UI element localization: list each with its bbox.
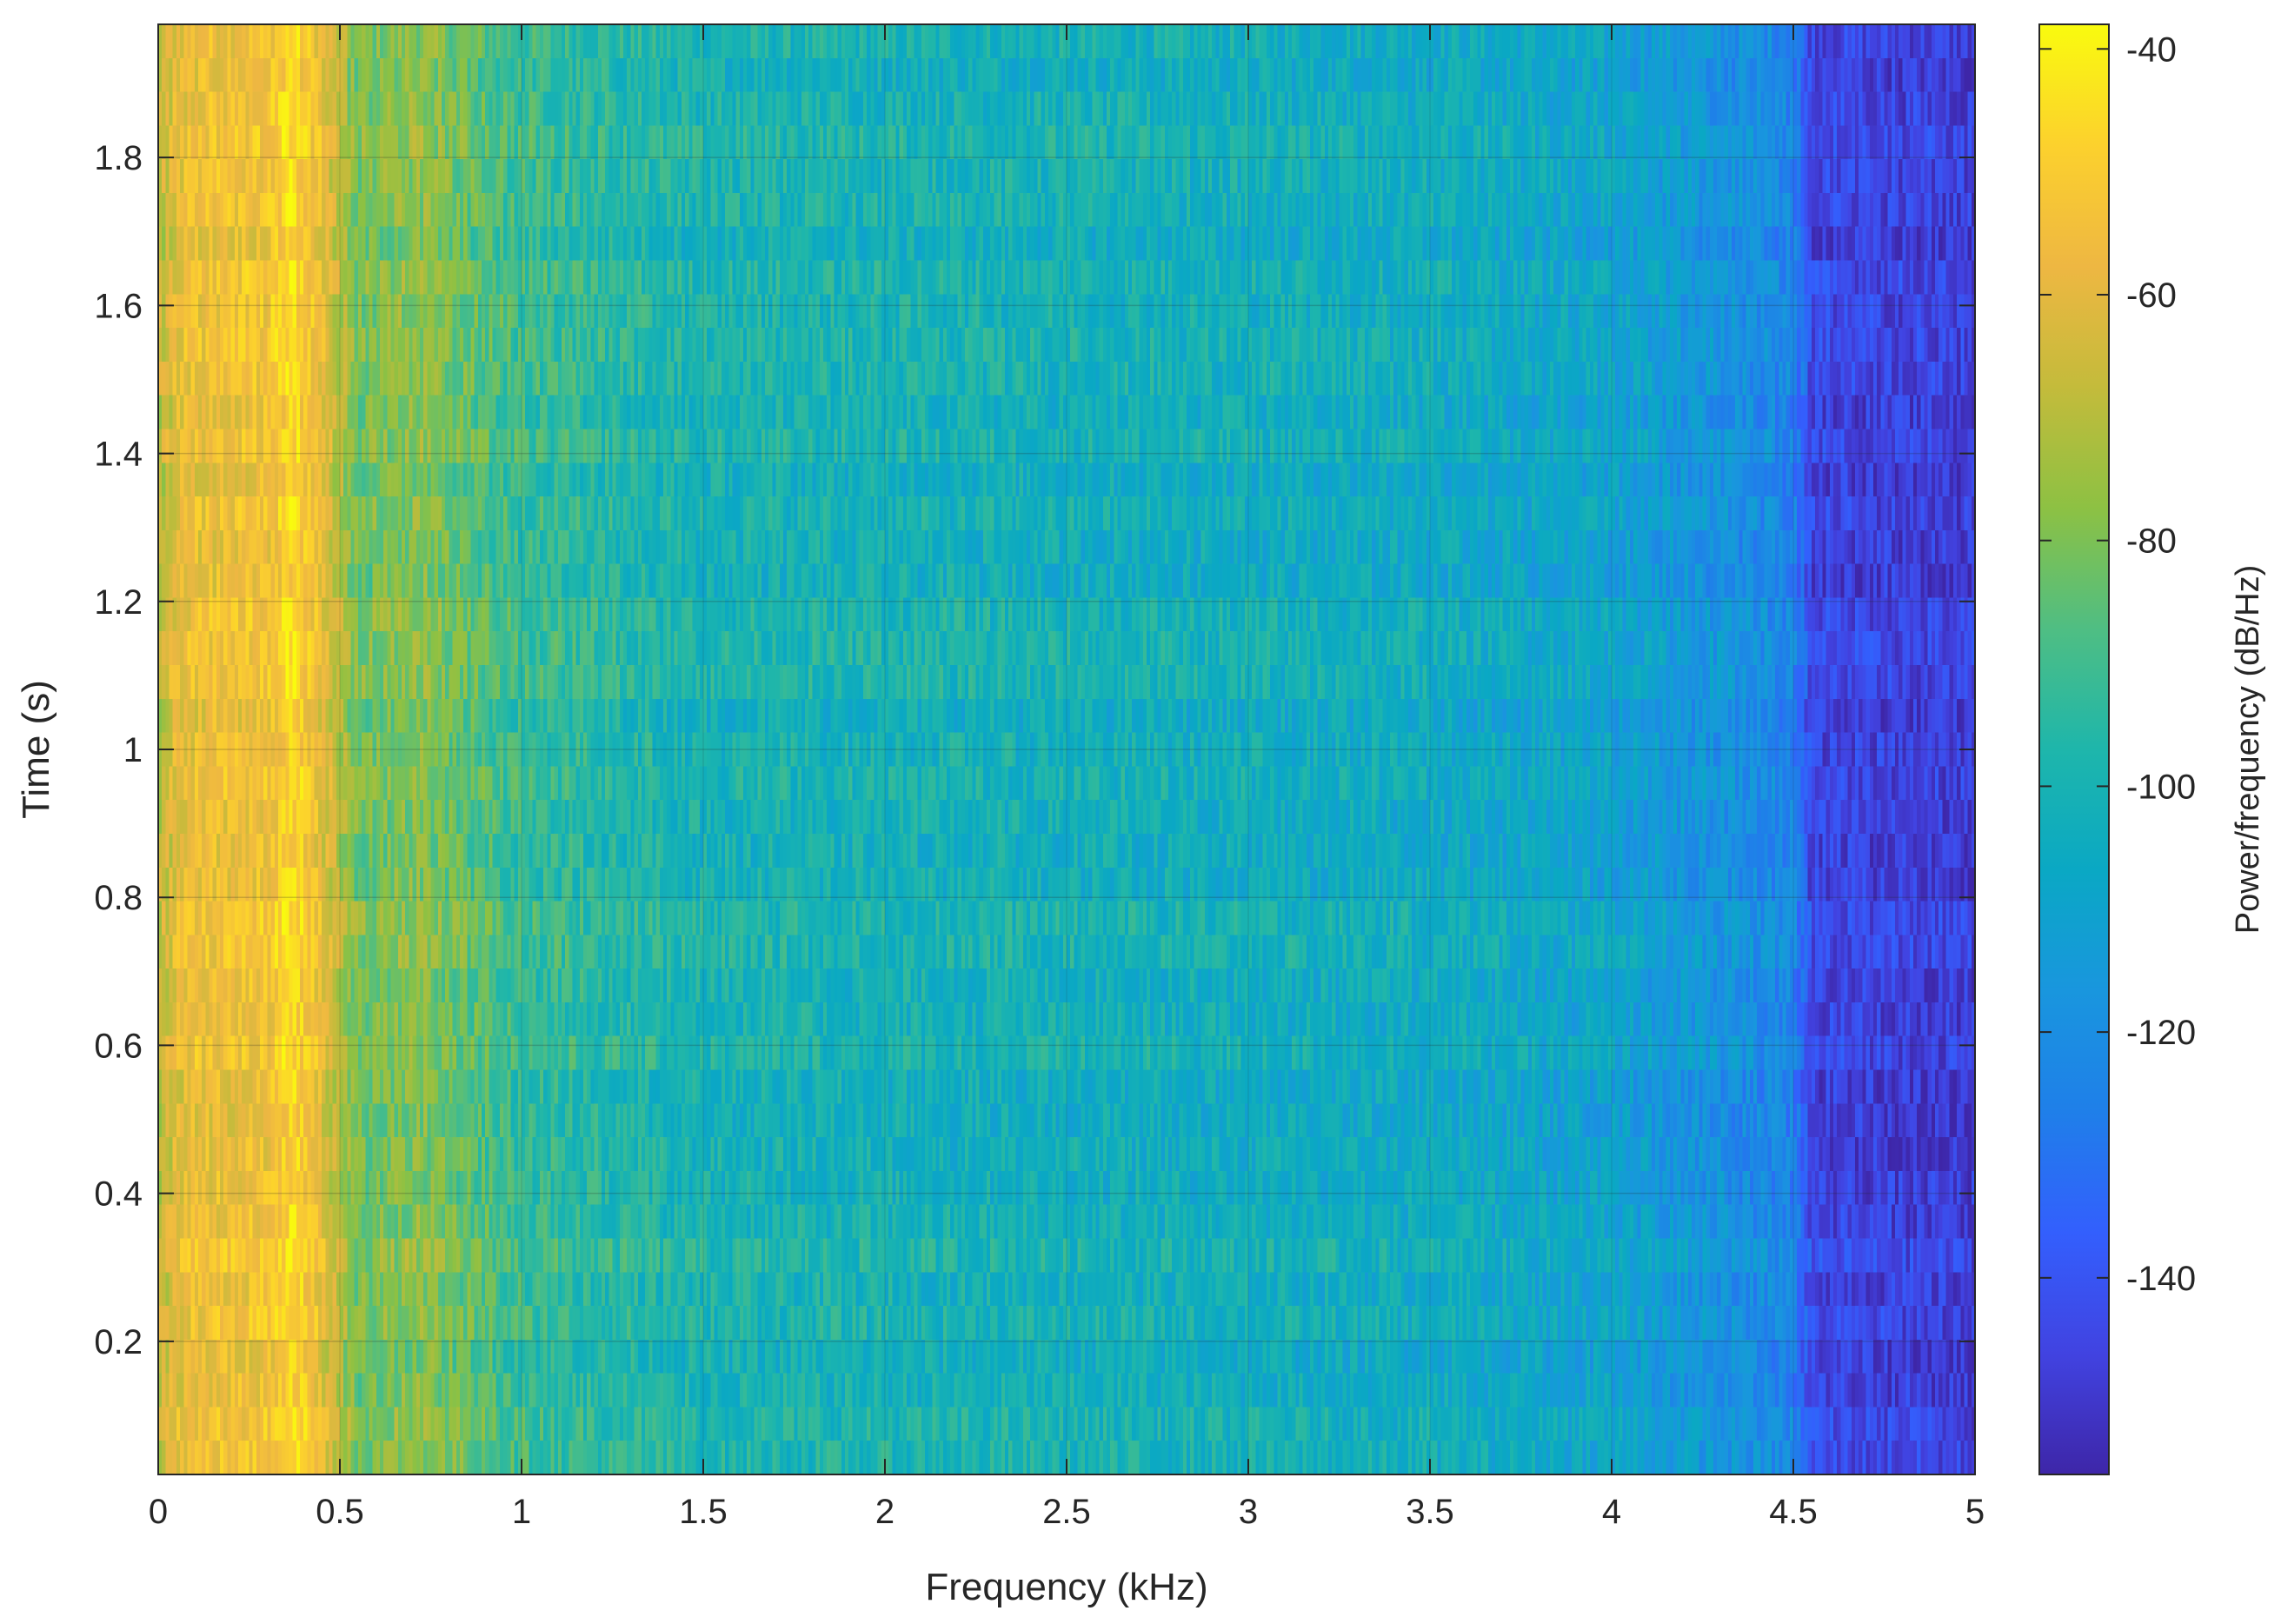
colorbar-ticks: -40 -60 -80 -100 -120 -140 [2039, 30, 2196, 1298]
x-tick-label: 1.5 [679, 1493, 728, 1531]
x-tick-label: 4.5 [1769, 1493, 1818, 1531]
colorbar-label: Power/frequency (dB/Hz) [2230, 565, 2266, 935]
x-tick-label: 5 [1965, 1493, 1985, 1531]
y-tick-label: 0.4 [94, 1175, 143, 1214]
y-tick-label: 1.8 [94, 139, 143, 177]
y-tick-label: 1.6 [94, 287, 143, 325]
colorbar-frame [2038, 23, 2110, 1475]
y-tick-label: 1.4 [94, 436, 143, 474]
x-tick-label: 3 [1239, 1493, 1258, 1531]
y-axis-label: Time (s) [15, 680, 57, 819]
x-tick-label: 3.5 [1406, 1493, 1454, 1531]
colorbar-tick-label: -80 [2126, 522, 2177, 561]
spectrogram-plot-area [157, 23, 1976, 1475]
x-tick-label: 2.5 [1042, 1493, 1091, 1531]
y-tick-label: 1.2 [94, 583, 143, 622]
y-tick-label: 0.8 [94, 879, 143, 917]
y-axis: 0.2 0.4 0.6 0.8 1 1.2 1.4 1.6 1.8 [94, 139, 1975, 1361]
y-tick-label: 0.6 [94, 1027, 143, 1065]
colorbar-tick-label: -120 [2126, 1014, 2196, 1052]
colorbar-tick-label: -60 [2126, 276, 2177, 315]
x-tick-label: 0.5 [316, 1493, 364, 1531]
colorbar: -40 -60 -80 -100 -120 -140 Power/frequency (d… [2038, 23, 2266, 1475]
colorbar-tick-label: -40 [2126, 30, 2177, 69]
x-tick-label: 1 [512, 1493, 531, 1531]
x-axis-label: Frequency (kHz) [925, 1566, 1207, 1608]
spectrogram-heatmap [158, 24, 1975, 1474]
x-axis: 0 0.5 1 1.5 2 2.5 3 3.5 4 4.5 5 [149, 24, 1985, 1531]
colorbar-tick-label: -100 [2126, 768, 2196, 806]
colorbar-tick-label: -140 [2126, 1260, 2196, 1298]
x-tick-label: 4 [1602, 1493, 1621, 1531]
y-tick-label: 0.2 [94, 1323, 143, 1361]
grid-lines [157, 24, 1976, 1474]
colorbar-gradient [2039, 24, 2109, 1474]
x-tick-label: 2 [875, 1493, 894, 1531]
x-tick-label: 0 [149, 1493, 168, 1531]
y-tick-label: 1 [123, 731, 143, 769]
